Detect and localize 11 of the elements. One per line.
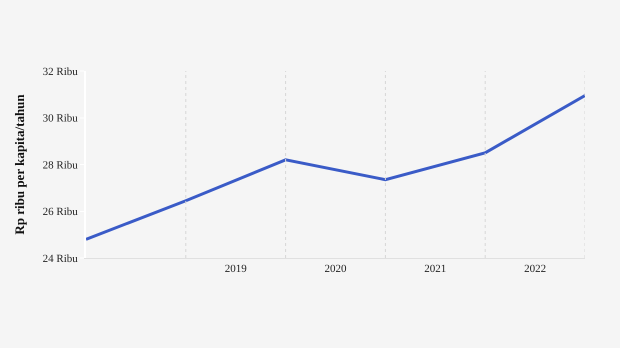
x-tick-label: 2020 xyxy=(324,263,347,276)
y-tick-label: 24 Ribu xyxy=(42,252,78,265)
y-tick-label: 30 Ribu xyxy=(42,112,78,125)
line-series xyxy=(86,94,585,241)
y-tick-label: 28 Ribu xyxy=(42,159,78,172)
y-tick-label: 32 Ribu xyxy=(42,66,78,78)
y-axis-title: Rp ribu per kapita/tahun xyxy=(12,94,28,235)
y-tick-label: 26 Ribu xyxy=(42,206,78,218)
x-tick-label: 2019 xyxy=(224,263,248,276)
x-tick-label: 2022 xyxy=(524,263,546,276)
x-tick-label: 2021 xyxy=(424,263,446,276)
